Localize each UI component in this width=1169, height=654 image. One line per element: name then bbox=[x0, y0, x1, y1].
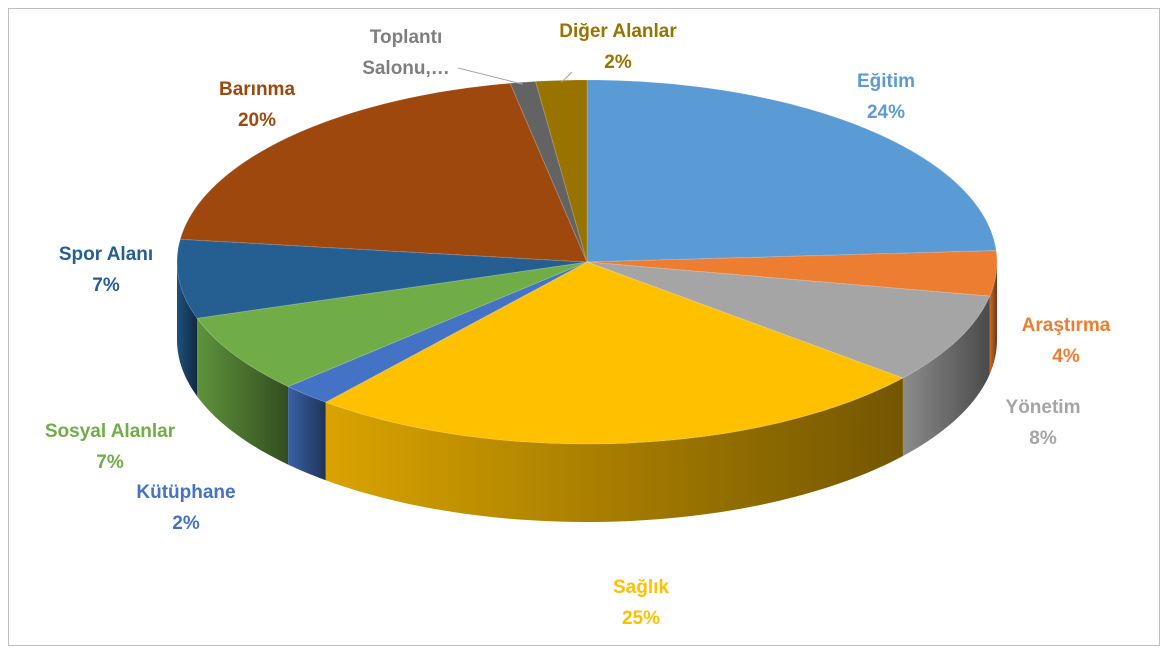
data-label: Sosyal Alanlar 7% bbox=[0, 416, 220, 478]
data-label: Barınma 20% bbox=[157, 74, 357, 136]
pie-slice-side bbox=[902, 296, 990, 457]
category-label: Eğitim bbox=[856, 71, 916, 92]
data-label: Araştırma 4% bbox=[966, 310, 1166, 372]
data-label: Diğer Alanlar 2% bbox=[508, 16, 728, 78]
value-label: 2% bbox=[172, 513, 200, 534]
data-label: Toplantı Salonu,… bbox=[351, 22, 461, 84]
data-label: Eğitim 24% bbox=[786, 66, 986, 128]
value-label: 25% bbox=[621, 608, 661, 629]
pie-slice bbox=[196, 261, 588, 388]
value-label: 2% bbox=[604, 52, 632, 73]
pie-slice bbox=[586, 261, 991, 379]
pie-slice bbox=[324, 261, 905, 445]
value-label: 7% bbox=[96, 452, 124, 473]
data-label: Spor Alanı 7% bbox=[6, 239, 206, 301]
category-label: Diğer Alanlar bbox=[559, 21, 677, 42]
pie-slice-side bbox=[325, 378, 903, 522]
pie-slice bbox=[286, 261, 588, 403]
value-label: 20% bbox=[237, 110, 277, 131]
category-label: Sosyal Alanlar bbox=[44, 421, 176, 442]
data-label: Yönetim 8% bbox=[943, 392, 1143, 454]
pie-slice bbox=[509, 80, 588, 263]
leader-line bbox=[560, 71, 573, 83]
pie-slice-side bbox=[989, 262, 997, 375]
category-label: Yönetim bbox=[1005, 397, 1081, 418]
value-label: 24% bbox=[866, 102, 906, 123]
pie-slice-side bbox=[177, 262, 198, 397]
pie-slice-side bbox=[197, 318, 289, 465]
data-label: Sağlık 25% bbox=[541, 572, 741, 634]
value-label: 7% bbox=[92, 275, 120, 296]
category-label: Sağlık bbox=[613, 577, 669, 598]
pie-slice bbox=[586, 79, 997, 263]
category-label: Toplantı Salonu,… bbox=[362, 27, 450, 79]
leader-line bbox=[457, 67, 523, 85]
category-label: Araştırma bbox=[1021, 315, 1111, 336]
pie-slice bbox=[179, 82, 588, 263]
category-label: Kütüphane bbox=[136, 482, 236, 503]
pie-slice bbox=[176, 238, 588, 319]
pie-slice bbox=[586, 250, 998, 297]
category-label: Spor Alanı bbox=[58, 244, 154, 265]
pie-slice bbox=[534, 79, 588, 263]
value-label: 8% bbox=[1029, 428, 1057, 449]
pie-slice-side bbox=[288, 386, 326, 481]
value-label: 4% bbox=[1052, 346, 1080, 367]
category-label: Barınma bbox=[218, 79, 296, 100]
data-label: Kütüphane 2% bbox=[86, 477, 286, 539]
